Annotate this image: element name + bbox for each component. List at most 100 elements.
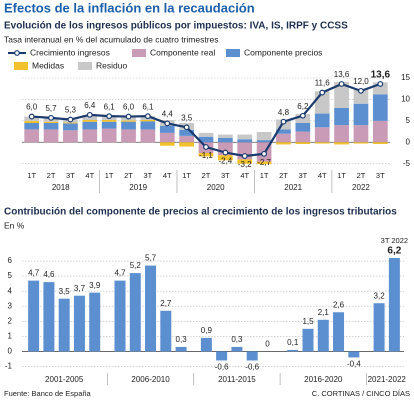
value-label: 0,3: [231, 335, 243, 344]
bar-segment: [43, 123, 59, 130]
chart-title: Contribución del componente de precios a…: [4, 207, 397, 218]
bar-segment: [24, 120, 40, 123]
point: [144, 113, 151, 120]
bar-segment: [353, 142, 369, 144]
y-tick-label: 4: [8, 286, 13, 295]
bar-segment: [353, 103, 369, 126]
year-label: 2019: [129, 183, 147, 192]
value-label: -0,6: [245, 363, 259, 372]
point: [67, 116, 74, 123]
bar-segment: [43, 121, 59, 123]
bar-segment: [24, 123, 40, 130]
x-tick-label: 2T: [124, 171, 133, 180]
value-label: 13,6: [334, 70, 350, 79]
value-label: 6,0: [123, 103, 135, 112]
year-label: 2021: [284, 183, 302, 192]
group-label: 2021-2022: [368, 375, 407, 384]
point: [106, 113, 113, 120]
bar-segment: [372, 120, 388, 143]
bar-segment: [82, 129, 98, 143]
year-label: 2018: [52, 183, 70, 192]
bar-segment: [334, 142, 349, 145]
bar-segment: [314, 113, 330, 128]
x-tick-label: 1T: [182, 171, 191, 180]
bar-segment: [334, 125, 349, 143]
bar-segment: [24, 129, 40, 143]
bar-segment: [295, 142, 311, 144]
bar-segment: [121, 120, 136, 122]
bar: [129, 273, 141, 352]
value-label: 4,8: [278, 108, 290, 117]
legend-label: Componente real: [150, 47, 215, 57]
value-label: 13,6: [371, 70, 391, 81]
point: [125, 113, 132, 120]
bar: [200, 337, 212, 352]
value-label: 0,9: [201, 326, 213, 335]
bar-segment: [179, 142, 194, 147]
group-label: 2016-2020: [304, 375, 343, 384]
x-tick-label: 3T: [376, 171, 385, 180]
value-label: 4,7: [28, 269, 40, 278]
bar-segment: [237, 134, 253, 140]
bar: [43, 282, 55, 352]
group-label: 2006-2010: [131, 375, 170, 384]
y-tick-label: 0: [406, 137, 411, 146]
bar-segment: [43, 129, 59, 143]
bar-segment: [237, 139, 253, 143]
point: [299, 112, 306, 119]
value-label: 5,2: [130, 261, 142, 270]
point: [203, 144, 209, 150]
legend-swatch: [132, 49, 146, 57]
value-label: 0: [265, 340, 270, 349]
value-label: 3,2: [374, 291, 386, 300]
x-tick-label: 2T: [357, 171, 366, 180]
y-tick-label: 2: [8, 316, 13, 325]
point: [86, 111, 93, 118]
y-axis-label: En %: [4, 220, 25, 230]
bar-segment: [159, 142, 175, 146]
x-tick-label: 4T: [85, 171, 94, 180]
bar: [145, 265, 157, 352]
bar-segment: [334, 108, 349, 126]
group-label: 2011-2015: [218, 375, 256, 384]
y-tick-label: 1: [8, 331, 13, 340]
value-label: 4,7: [114, 269, 126, 278]
value-label: -2,4: [218, 157, 232, 166]
value-label: 5,7: [45, 104, 57, 113]
point: [280, 118, 287, 125]
bar: [333, 312, 345, 352]
x-tick-label: 1T: [260, 171, 269, 180]
chart-subtitle: Tasa interanual en % del acumulado de cu…: [4, 34, 219, 44]
bar-segment: [314, 142, 330, 144]
value-label: -2,7: [257, 158, 271, 167]
bar-segment: [198, 153, 214, 157]
bar-segment: [276, 133, 291, 143]
value-label: 3,5: [59, 287, 71, 296]
bar-segment: [63, 122, 78, 124]
bar-segment: [82, 121, 98, 130]
y-tick-label: 0: [8, 347, 13, 356]
y-tick-label: 5: [8, 271, 13, 280]
bar-segment: [314, 127, 330, 143]
x-tick-label: 2T: [47, 171, 56, 180]
point: [222, 149, 229, 156]
point: [377, 81, 384, 87]
bar-segment: [140, 129, 156, 143]
point: [241, 153, 248, 159]
bar-segment: [237, 159, 253, 164]
value-label: 6,1: [142, 102, 154, 111]
value-label: 12,0: [353, 77, 369, 86]
bar: [160, 310, 172, 352]
point: [28, 113, 35, 120]
x-tick-label: 3T: [144, 171, 153, 180]
chart-title: Evolución de los ingresos públicos por i…: [4, 21, 348, 32]
bar-segment: [256, 161, 272, 165]
y-tick-label: 3: [8, 301, 13, 310]
x-tick-label: 4T: [318, 171, 327, 180]
bar-segment: [276, 142, 291, 145]
value-label: 6,2: [297, 102, 309, 111]
bar: [373, 303, 385, 352]
bar-segment: [101, 128, 117, 143]
bar: [388, 258, 400, 352]
bar-segment: [198, 136, 214, 143]
